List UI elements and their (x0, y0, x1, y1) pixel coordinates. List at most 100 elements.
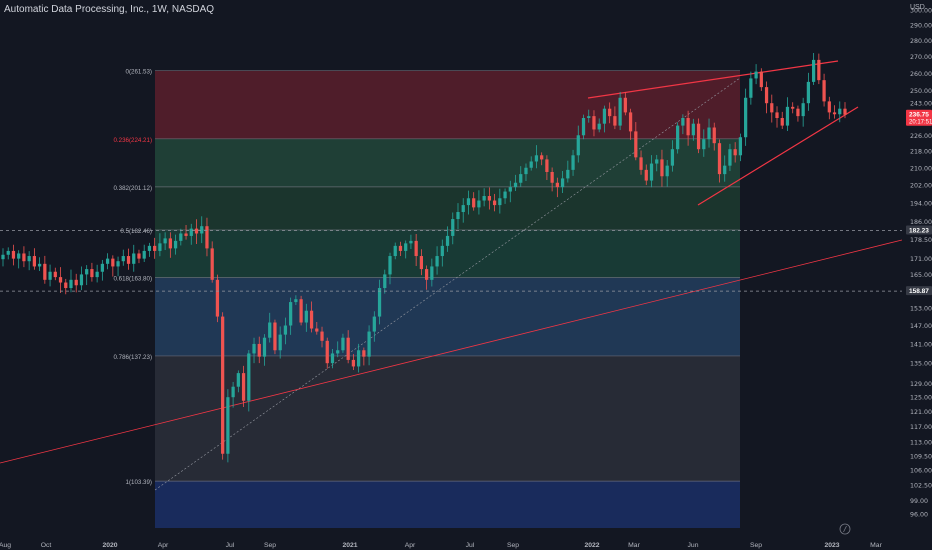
candle-body[interactable] (592, 116, 596, 130)
candle-body[interactable] (346, 337, 350, 360)
candle-body[interactable] (440, 245, 444, 257)
candle-body[interactable] (827, 101, 831, 113)
candle-body[interactable] (623, 97, 627, 113)
candle-body[interactable] (691, 123, 695, 136)
candles[interactable] (1, 52, 847, 463)
candle-body[interactable] (27, 256, 31, 262)
candle-body[interactable] (231, 386, 235, 398)
candle-body[interactable] (377, 288, 382, 317)
candle-body[interactable] (90, 269, 94, 278)
candle-body[interactable] (262, 337, 267, 357)
candle-body[interactable] (811, 59, 816, 82)
candle-body[interactable] (472, 198, 476, 208)
candle-body[interactable] (79, 274, 84, 286)
candle-body[interactable] (74, 279, 78, 286)
candle-body[interactable] (430, 266, 434, 280)
candle-body[interactable] (639, 157, 643, 170)
candle-body[interactable] (121, 256, 125, 262)
candle-body[interactable] (817, 59, 821, 81)
candle-body[interactable] (367, 331, 371, 357)
candle-body[interactable] (628, 112, 633, 132)
candle-body[interactable] (832, 112, 837, 115)
candle-body[interactable] (555, 182, 559, 188)
candle-body[interactable] (137, 253, 141, 259)
candle-body[interactable] (707, 127, 711, 140)
candle-body[interactable] (168, 238, 172, 249)
candle-body[interactable] (738, 137, 743, 156)
candle-body[interactable] (482, 196, 486, 201)
candle-body[interactable] (775, 112, 779, 119)
candle-body[interactable] (309, 310, 314, 329)
candle-body[interactable] (111, 258, 115, 267)
candle-body[interactable] (1, 254, 5, 260)
candle-body[interactable] (404, 243, 408, 251)
candle-body[interactable] (200, 226, 204, 234)
candle-body[interactable] (132, 253, 136, 264)
candle-body[interactable] (723, 165, 727, 175)
candle-body[interactable] (644, 169, 648, 181)
candle-body[interactable] (733, 149, 737, 156)
candle-body[interactable] (487, 196, 491, 201)
candle-body[interactable] (241, 373, 246, 401)
candle-body[interactable] (613, 116, 617, 126)
candle-body[interactable] (524, 167, 528, 175)
candle-body[interactable] (445, 235, 450, 246)
candle-body[interactable] (665, 165, 669, 177)
candle-body[interactable] (257, 343, 261, 357)
candle-body[interactable] (435, 256, 439, 267)
candle-body[interactable] (540, 155, 544, 160)
candle-body[interactable] (147, 245, 152, 251)
candle-body[interactable] (189, 228, 193, 236)
candle-body[interactable] (278, 334, 282, 351)
candle-body[interactable] (414, 240, 418, 257)
candle-body[interactable] (210, 248, 214, 280)
candle-body[interactable] (362, 350, 366, 357)
candle-body[interactable] (252, 343, 256, 354)
candle-body[interactable] (95, 271, 99, 278)
candle-body[interactable] (759, 71, 763, 88)
candle-body[interactable] (597, 123, 601, 130)
candle-body[interactable] (336, 350, 340, 354)
candle-body[interactable] (126, 256, 131, 264)
candle-body[interactable] (393, 245, 397, 257)
candle-body[interactable] (566, 169, 570, 179)
candle-body[interactable] (32, 256, 37, 267)
candle-body[interactable] (728, 149, 732, 166)
candle-body[interactable] (508, 187, 512, 192)
candle-body[interactable] (221, 316, 225, 454)
candle-body[interactable] (325, 340, 329, 364)
candle-body[interactable] (749, 78, 753, 98)
candle-body[interactable] (801, 103, 805, 117)
candle-body[interactable] (843, 108, 847, 115)
candle-body[interactable] (770, 103, 774, 113)
candle-body[interactable] (602, 108, 607, 124)
candle-body[interactable] (330, 353, 335, 364)
candle-body[interactable] (116, 261, 120, 267)
candle-body[interactable] (357, 350, 361, 367)
candle-body[interactable] (173, 240, 178, 249)
candle-body[interactable] (299, 299, 303, 323)
candle-body[interactable] (409, 240, 413, 244)
candle-body[interactable] (398, 245, 403, 251)
candle-body[interactable] (351, 359, 356, 367)
candle-body[interactable] (383, 274, 387, 289)
candle-body[interactable] (37, 263, 42, 267)
candle-body[interactable] (17, 253, 21, 259)
candle-body[interactable] (513, 182, 518, 188)
candle-body[interactable] (294, 299, 298, 303)
candle-body[interactable] (372, 316, 376, 332)
candle-body[interactable] (461, 205, 465, 213)
candle-body[interactable] (634, 131, 638, 158)
candle-body[interactable] (419, 256, 424, 270)
candle-body[interactable] (341, 337, 345, 351)
candle-body[interactable] (744, 97, 748, 138)
candle-body[interactable] (11, 250, 16, 259)
candle-body[interactable] (754, 71, 758, 79)
candle-body[interactable] (215, 279, 220, 317)
candle-body[interactable] (22, 253, 26, 262)
candle-body[interactable] (529, 161, 533, 168)
candle-body[interactable] (226, 397, 230, 454)
candle-body[interactable] (43, 263, 47, 280)
candle-body[interactable] (163, 238, 167, 244)
candle-body[interactable] (503, 191, 507, 199)
